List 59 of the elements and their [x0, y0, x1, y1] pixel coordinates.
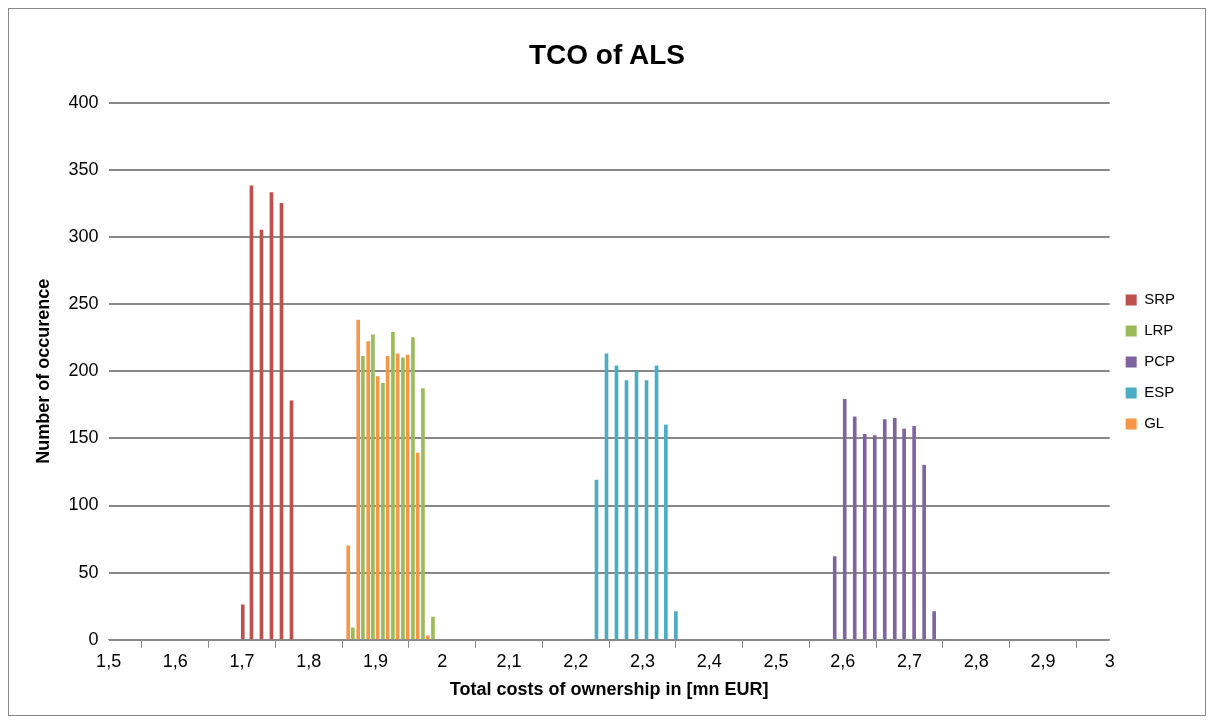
bar — [912, 425, 916, 640]
bar — [922, 464, 926, 640]
x-tick-label: 1,8 — [296, 650, 322, 671]
x-tick-label: 2,4 — [696, 650, 722, 671]
x-tick-label: 1,7 — [229, 650, 255, 671]
legend-label: PCP — [1144, 352, 1175, 370]
x-tick-label: 2,5 — [763, 650, 789, 671]
legend-label: GL — [1144, 414, 1165, 432]
bar — [401, 357, 405, 640]
bar — [842, 399, 847, 640]
y-axis-title: Number of occurence — [32, 278, 53, 464]
x-tick-label: 2,2 — [563, 650, 589, 671]
bar — [674, 611, 678, 640]
bar — [872, 435, 877, 640]
bar — [852, 416, 857, 640]
bar — [892, 417, 897, 640]
x-tick-label: 2,3 — [630, 650, 656, 671]
bar — [664, 424, 668, 640]
legend-label: ESP — [1144, 383, 1175, 401]
y-tick-label: 150 — [68, 427, 99, 448]
x-tick-label: 2,1 — [496, 650, 522, 671]
y-tick-label: 50 — [78, 561, 99, 582]
bar — [862, 433, 867, 640]
y-tick-label: 350 — [68, 158, 99, 179]
bar — [902, 428, 906, 640]
x-tick-label: 1,6 — [162, 650, 188, 671]
y-tick-label: 250 — [68, 293, 99, 314]
y-tick-label: 300 — [68, 225, 99, 246]
bar — [381, 382, 385, 640]
bar — [351, 627, 355, 640]
bar — [240, 604, 245, 640]
bar — [882, 419, 887, 640]
x-tick-label: 1,5 — [96, 650, 122, 671]
y-tick-label: 100 — [68, 494, 99, 515]
x-tick-label: 2 — [437, 650, 448, 671]
x-tick-label: 3 — [1104, 650, 1115, 671]
chart-title: TCO of ALS — [528, 38, 686, 70]
legend-label: SRP — [1144, 290, 1175, 308]
bar — [346, 545, 351, 640]
bar — [832, 556, 837, 640]
x-tick-label: 2,9 — [1030, 650, 1056, 671]
bar — [932, 611, 936, 640]
bar — [371, 334, 375, 640]
x-tick-label: 2,6 — [830, 650, 856, 671]
legend-label: LRP — [1144, 321, 1174, 339]
x-tick-label: 2,7 — [896, 650, 922, 671]
x-tick-label: 1,9 — [363, 650, 389, 671]
bar — [356, 319, 361, 640]
bar — [421, 388, 425, 640]
y-tick-label: 0 — [88, 628, 99, 649]
y-tick-label: 200 — [68, 360, 99, 381]
x-axis-title: Total costs of ownership in [mn EUR] — [449, 679, 769, 700]
bar — [391, 331, 395, 640]
x-tick-label: 2,8 — [963, 650, 989, 671]
y-tick-label: 400 — [68, 91, 99, 112]
bar — [366, 341, 371, 640]
bar — [361, 356, 365, 640]
bar — [411, 337, 415, 640]
bar — [431, 616, 435, 640]
